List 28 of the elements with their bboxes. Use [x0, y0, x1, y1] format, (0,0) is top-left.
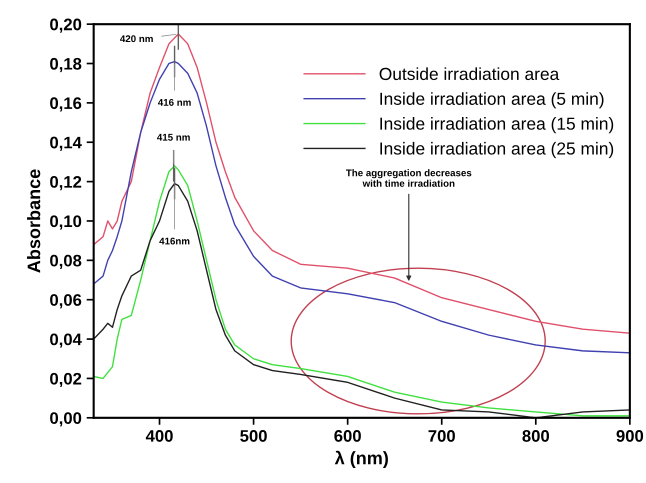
- y-tick-label: 0,10: [50, 215, 82, 230]
- legend-label: Inside irradiation area (15 min): [380, 117, 614, 134]
- x-tick-label: 800: [522, 430, 550, 442]
- x-axis-title: λ (nm): [334, 450, 388, 468]
- y-tick-label: 0,00: [50, 412, 82, 426]
- x-tick-label: 900: [616, 430, 644, 442]
- x-tick-label: 500: [240, 430, 267, 442]
- y-tick-label: 0,20: [50, 18, 82, 33]
- y-tick-label: 0,02: [50, 372, 82, 388]
- annotation: 415 nm: [157, 134, 190, 141]
- annotation: 416 nm: [158, 98, 191, 106]
- y-axis-title: Absorbance: [27, 169, 40, 273]
- legend-label: Outside irradiation area: [380, 67, 560, 80]
- y-tick-label: 0,06: [50, 294, 82, 308]
- annotation: The aggregation decreases with time irradiation: [346, 169, 472, 187]
- legend-label: Inside irradiation area (5 min): [380, 92, 604, 108]
- y-tick-label: 0,18: [50, 58, 82, 72]
- x-tick-label: 600: [334, 430, 361, 442]
- legend-label: Inside irradiation area (25 min): [380, 142, 614, 158]
- annotation: 416nm: [159, 238, 190, 245]
- y-tick-label: 0,08: [50, 254, 82, 269]
- y-tick-label: 0,04: [50, 333, 82, 348]
- y-tick-label: 0,16: [50, 97, 82, 112]
- x-tick-label: 700: [428, 430, 455, 442]
- y-tick-label: 0,14: [50, 136, 82, 151]
- y-tick-label: 0,12: [50, 176, 82, 190]
- x-tick-label: 400: [146, 430, 173, 442]
- annotation: 420 nm: [120, 35, 153, 42]
